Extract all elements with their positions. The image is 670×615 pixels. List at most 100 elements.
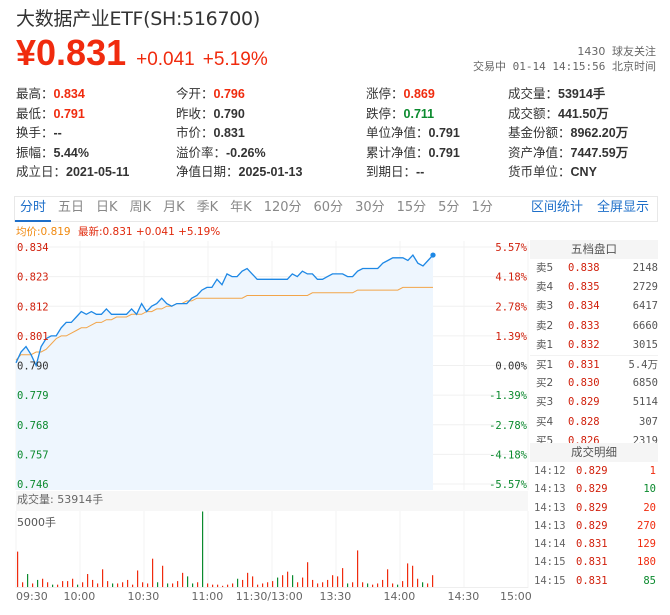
volume-bar <box>102 569 104 587</box>
y-tick-right: 5.57% <box>495 242 527 254</box>
quote-label: 资产净值： <box>508 144 571 160</box>
y-tick-right: -1.39% <box>489 390 528 402</box>
quote-cell: 累计净值：0.791 <box>366 142 508 161</box>
volume-bar <box>337 576 339 587</box>
ask-label: 卖5 <box>536 262 554 274</box>
ask-volume: 2148 <box>632 262 658 274</box>
ask-label: 卖3 <box>536 300 554 313</box>
bid-volume: 6850 <box>632 377 658 390</box>
tab-周K[interactable]: 周K <box>129 200 152 215</box>
volume-bar <box>402 581 404 587</box>
action-全屏显示[interactable]: 全屏显示 <box>596 200 649 215</box>
trade-time: 14:15 <box>534 574 566 587</box>
volume-bar <box>22 582 24 587</box>
tab-季K[interactable]: 季K <box>196 200 219 215</box>
price-area <box>16 255 433 490</box>
quote-label: 昨收： <box>176 105 214 121</box>
quote-value: 0.790 <box>213 106 245 121</box>
volume-bar <box>147 583 149 587</box>
volume-bar <box>292 575 294 587</box>
volume-bar <box>352 582 354 587</box>
ask-price: 0.834 <box>568 300 600 313</box>
legend-latest-label: 最新: <box>77 226 103 238</box>
tab-120分[interactable]: 120分 <box>263 200 302 215</box>
trade-volume: 270 <box>637 519 656 532</box>
volume-total: 成交量: 53914手 <box>17 493 104 506</box>
tab-30分[interactable]: 30分 <box>355 200 385 215</box>
trade-row: 14:13 0.829 270 <box>530 517 658 535</box>
trade-time: 14:15 <box>534 556 566 569</box>
volume-bar <box>97 583 99 587</box>
bid-row: 买3 0.829 5114 <box>530 393 658 412</box>
quote-label: 成立日： <box>16 164 67 180</box>
y-tick-right: -5.57% <box>489 479 528 491</box>
quote-row: 成立日：2021-05-11 净值日期：2025-01-13 到期日：-- 货币单位：… <box>16 161 656 181</box>
quote-value: 5.44% <box>53 145 89 160</box>
tab-日K[interactable]: 日K <box>96 200 118 215</box>
bid-price: 0.828 <box>568 415 600 428</box>
volume-bar <box>52 584 54 587</box>
trade-price: 0.831 <box>576 556 608 569</box>
volume-bar <box>432 575 434 587</box>
tab-5分[interactable]: 5分 <box>438 200 460 215</box>
action-区间统计[interactable]: 区间统计 <box>530 200 583 215</box>
tab-月K[interactable]: 月K <box>163 200 185 215</box>
trade-volume: 1 <box>649 465 656 477</box>
followers-label[interactable]: 球友关注 <box>612 45 656 58</box>
trade-time: 14:13 <box>534 483 566 496</box>
y-tick-left: 0.757 <box>17 449 49 461</box>
x-tick: 11:00 <box>191 590 224 603</box>
bid-volume: 5114 <box>632 396 658 409</box>
quote-cell: 净值日期：2025-01-13 <box>176 161 366 180</box>
volume-header: 成交量: 53914手 <box>16 491 528 511</box>
volume-bar <box>192 583 194 587</box>
volume-bar <box>262 583 264 587</box>
x-tick: 14:00 <box>383 590 416 603</box>
ask-row: 卖5 0.838 2148 <box>530 259 658 278</box>
bid-label: 买3 <box>536 396 554 409</box>
ask-price: 0.832 <box>568 338 600 351</box>
volume-bar <box>57 584 59 587</box>
timestamp: 01-14 14:15:56 <box>512 60 606 73</box>
quote-row: 最高：0.834 今开：0.796 涨停：0.869 成交量：53914手 <box>16 83 656 103</box>
volume-bar <box>122 582 124 587</box>
quote-cell: 涨停：0.869 <box>366 83 508 102</box>
quote-value: 441.50万 <box>558 106 609 121</box>
trade-row: 14:15 0.831 180 <box>530 553 658 571</box>
bid-volume: 5.4万 <box>628 358 658 371</box>
volume-bar <box>357 550 359 587</box>
tab-15分[interactable]: 15分 <box>396 200 427 215</box>
fund-title: 大数据产业ETF(SH:516700) <box>16 8 260 30</box>
trade-row: 14:12 0.829 1 <box>530 462 658 480</box>
volume-bar <box>372 584 374 587</box>
volume-bar <box>157 582 159 587</box>
quote-value: 0.791 <box>428 126 460 141</box>
y-tick-right: 2.78% <box>495 301 527 313</box>
tab-1分[interactable]: 1分 <box>471 200 493 215</box>
quote-cell: 到期日：-- <box>366 161 508 180</box>
x-tick: 09:30 <box>16 590 48 603</box>
trading-status: 交易中 <box>473 60 507 73</box>
volume-bar <box>377 583 379 587</box>
volume-bar <box>307 562 309 587</box>
y-tick-right: 4.18% <box>495 272 527 284</box>
tab-分时[interactable]: 分时 <box>15 196 52 222</box>
quote-cell: 成交量：53914手 <box>508 83 656 102</box>
volume-bar <box>332 575 334 587</box>
volume-bar <box>37 579 39 587</box>
trade-row: 14:14 0.831 129 <box>530 535 658 553</box>
volume-bar <box>177 581 179 587</box>
quote-label: 单位净值： <box>366 125 429 141</box>
trade-volume: 180 <box>637 556 656 569</box>
volume-bar <box>277 577 279 587</box>
volume-bar <box>82 582 84 587</box>
tab-60分[interactable]: 60分 <box>313 200 344 215</box>
tab-五日[interactable]: 五日 <box>58 200 85 215</box>
timezone-label: 北京时间 <box>612 60 656 73</box>
trade-time: 14:12 <box>534 465 566 477</box>
tab-年K[interactable]: 年K <box>230 200 252 215</box>
quote-label: 净值日期： <box>176 164 239 180</box>
quote-cell: 最高：0.834 <box>16 83 176 102</box>
volume-bar <box>27 574 29 587</box>
